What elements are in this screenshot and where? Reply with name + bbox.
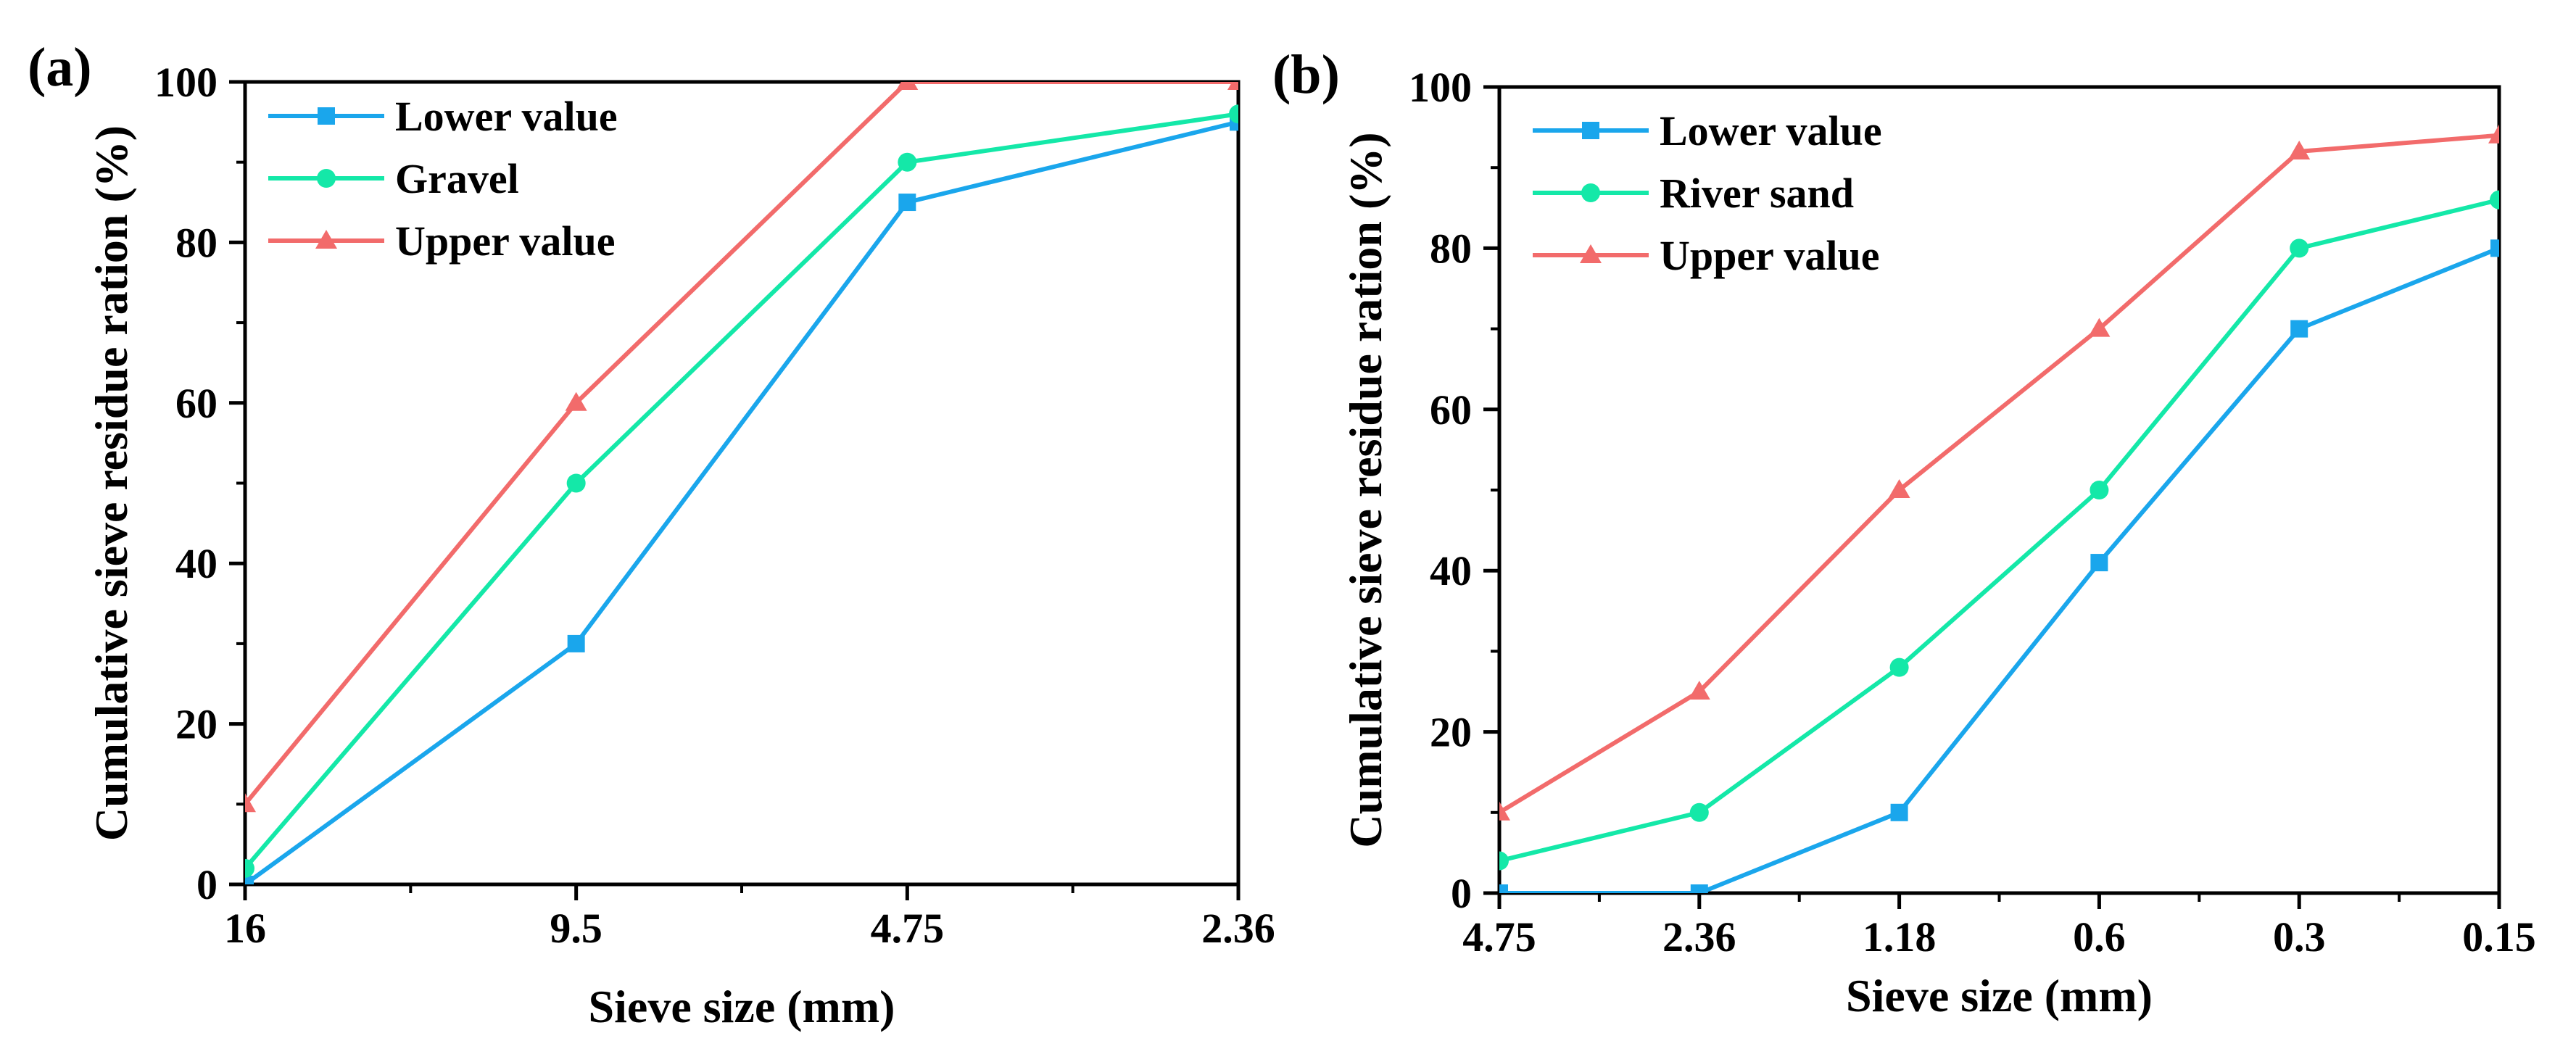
series-line-lower-value <box>1499 246 2499 893</box>
legend-item: Lower value <box>1533 107 1882 154</box>
legend-marker <box>1581 183 1600 202</box>
y-tick-label: 60 <box>175 380 218 427</box>
x-tick-label: 2.36 <box>1662 913 1736 961</box>
series-line-river-sand <box>1499 197 2499 863</box>
plot-frame <box>1497 85 2501 895</box>
plot-area <box>1499 124 2499 893</box>
plot-area <box>245 82 1238 884</box>
series-line-lower-value <box>245 120 1238 884</box>
x-tick-label: 1.18 <box>1863 913 1937 961</box>
legend-item: Gravel <box>268 155 519 202</box>
data-point-gravel <box>898 152 917 172</box>
y-tick-label: 40 <box>175 540 218 587</box>
y-tick-label: 80 <box>175 219 218 266</box>
legend-marker <box>1580 244 1602 263</box>
plot-frame <box>243 80 1241 887</box>
legend-marker <box>315 230 337 249</box>
data-point-river-sand <box>1499 851 1509 871</box>
data-point-lower-value <box>1890 803 1908 821</box>
data-point-river-sand <box>1889 657 1909 677</box>
panel-label: (a) <box>28 37 92 98</box>
legend-label: Lower value <box>1660 107 1882 154</box>
data-point-lower-value <box>1499 884 1508 893</box>
x-tick-label: 2.36 <box>1201 905 1275 952</box>
legend-label: Upper value <box>395 217 615 265</box>
legend: Lower value River sand Upper value <box>1533 107 1882 279</box>
data-point-gravel <box>1229 104 1238 124</box>
data-point-river-sand <box>2490 190 2499 210</box>
legend-item: River sand <box>1533 170 1854 217</box>
x-tick-label: 4.75 <box>871 905 945 952</box>
data-point-lower-value <box>2490 239 2499 257</box>
data-point-upper-value <box>1688 681 1710 700</box>
legend: Lower value Gravel Upper value <box>268 93 618 265</box>
x-tick-label: 0.3 <box>2273 913 2326 961</box>
chart-panel-b: (b) 0 20 40 60 80 100 4.75 2.36 1.18 0.6 0.3 0.15 Sie… <box>1272 44 2536 1021</box>
legend-label: Upper value <box>1660 232 1879 279</box>
x-tick-label: 4.75 <box>1462 913 1536 961</box>
legend-marker <box>318 107 335 125</box>
legend-item: Upper value <box>268 217 615 265</box>
x-axis-title: Sieve size (mm) <box>1846 970 2153 1021</box>
x-tick-label: 16 <box>224 905 266 952</box>
data-point-lower-value <box>2090 554 2108 572</box>
series-line-upper-value <box>1499 133 2499 815</box>
y-tick-label: 80 <box>1430 225 1472 272</box>
data-point-upper-value <box>2288 140 2311 159</box>
data-point-upper-value <box>2088 318 2111 337</box>
legend-marker <box>1582 122 1599 139</box>
data-point-upper-value <box>565 391 587 411</box>
legend-label: River sand <box>1660 170 1854 217</box>
legend-item: Lower value <box>268 93 618 140</box>
data-point-gravel <box>245 858 254 878</box>
legend-item: Upper value <box>1533 232 1879 279</box>
data-point-upper-value <box>1499 801 1510 821</box>
data-point-lower-value <box>245 876 254 884</box>
y-tick-label: 60 <box>1430 386 1472 433</box>
y-tick-label: 20 <box>1430 709 1472 756</box>
y-axis-title: Cumulative sieve residue ration (%) <box>86 125 137 841</box>
data-point-upper-value <box>1227 82 1238 90</box>
legend-label: Gravel <box>395 155 519 202</box>
data-point-lower-value <box>567 634 585 652</box>
series-line-gravel <box>245 112 1238 870</box>
y-tick-label: 20 <box>175 701 218 748</box>
data-point-upper-value <box>245 793 256 813</box>
y-tick-label: 100 <box>154 59 218 106</box>
data-point-upper-value <box>2488 124 2499 144</box>
y-tick-label: 100 <box>1409 64 1472 111</box>
data-point-lower-value <box>898 194 916 212</box>
data-point-lower-value <box>2290 320 2308 338</box>
y-tick-label: 40 <box>1430 547 1472 594</box>
panel-label: (b) <box>1272 44 1340 105</box>
data-point-river-sand <box>2090 481 2109 499</box>
x-axis-title: Sieve size (mm) <box>589 981 895 1032</box>
data-point-upper-value <box>1888 479 1910 498</box>
data-point-gravel <box>566 473 586 493</box>
x-tick-label: 9.5 <box>550 905 602 952</box>
x-tick-label: 0.6 <box>2073 913 2126 961</box>
data-point-upper-value <box>896 82 919 90</box>
y-axis-title: Cumulative sieve residue ration (%) <box>1340 132 1391 847</box>
y-tick-label: 0 <box>1451 870 1472 917</box>
data-point-lower-value <box>1690 884 1708 893</box>
legend-label: Lower value <box>395 93 618 140</box>
x-tick-label: 0.15 <box>2462 913 2536 961</box>
legend-marker <box>317 169 336 188</box>
data-point-river-sand <box>2290 238 2309 258</box>
y-tick-label: 0 <box>196 861 218 908</box>
data-point-river-sand <box>1689 802 1709 822</box>
chart-panel-a: (a) 0 20 40 60 80 100 16 9.5 4.75 2.36 Sieve size (… <box>28 37 1275 1032</box>
series-line-upper-value <box>245 82 1238 806</box>
